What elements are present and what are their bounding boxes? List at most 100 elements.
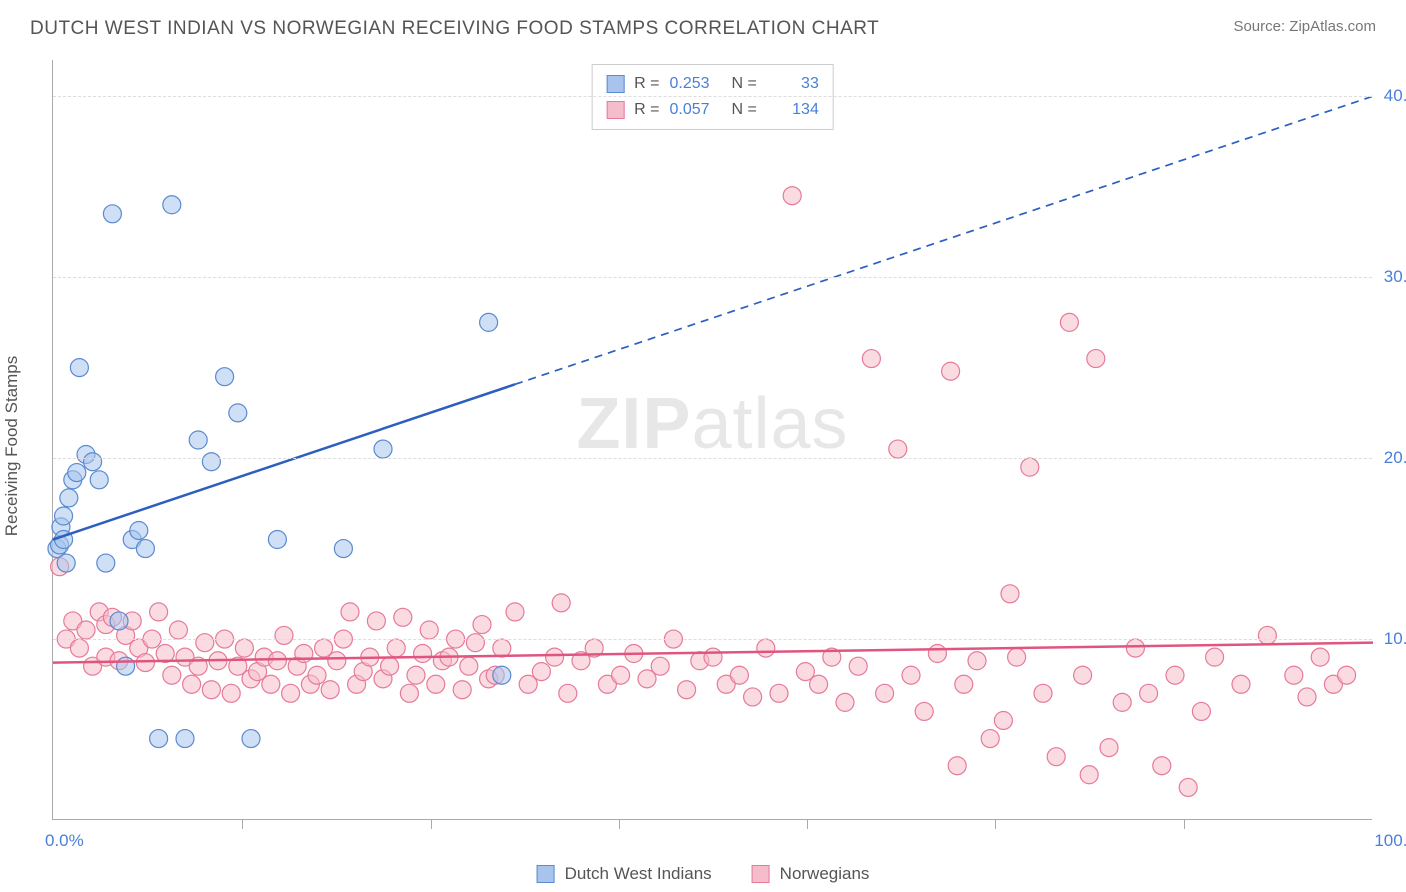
data-point: [546, 648, 564, 666]
legend-r-label: R =: [634, 71, 659, 97]
data-point: [90, 471, 108, 489]
data-point: [1008, 648, 1026, 666]
legend-r-label: R =: [634, 97, 659, 123]
data-point: [559, 684, 577, 702]
data-point: [1338, 666, 1356, 684]
data-point: [394, 608, 412, 626]
legend-swatch: [752, 865, 770, 883]
data-point: [163, 666, 181, 684]
data-point: [1285, 666, 1303, 684]
data-point: [955, 675, 973, 693]
regression-line-dashed: [515, 96, 1373, 384]
data-point: [169, 621, 187, 639]
gridline: [53, 277, 1372, 278]
data-point: [84, 453, 102, 471]
data-point: [427, 675, 445, 693]
data-point: [783, 187, 801, 205]
data-point: [1074, 666, 1092, 684]
x-tick: [807, 819, 808, 829]
legend-series-item: Dutch West Indians: [537, 864, 712, 884]
data-point: [1047, 748, 1065, 766]
data-point: [110, 612, 128, 630]
x-tick-label: 0.0%: [45, 831, 84, 851]
data-point: [202, 681, 220, 699]
data-point: [942, 362, 960, 380]
data-point: [374, 440, 392, 458]
data-point: [1080, 766, 1098, 784]
data-point: [163, 196, 181, 214]
data-point: [196, 634, 214, 652]
gridline: [53, 639, 1372, 640]
x-tick: [242, 819, 243, 829]
data-point: [202, 453, 220, 471]
data-point: [1153, 757, 1171, 775]
x-tick: [431, 819, 432, 829]
data-point: [1298, 688, 1316, 706]
data-point: [229, 404, 247, 422]
data-point: [414, 645, 432, 663]
data-point: [70, 359, 88, 377]
data-point: [68, 464, 86, 482]
y-axis-label: Receiving Food Stamps: [2, 356, 22, 536]
data-point: [1258, 626, 1276, 644]
data-point: [757, 639, 775, 657]
data-point: [1192, 702, 1210, 720]
x-tick: [995, 819, 996, 829]
regression-line: [53, 384, 515, 539]
data-point: [103, 205, 121, 223]
data-point: [810, 675, 828, 693]
data-point: [183, 675, 201, 693]
gridline: [53, 96, 1372, 97]
data-point: [770, 684, 788, 702]
legend-r-value: 0.253: [670, 71, 722, 97]
data-point: [1166, 666, 1184, 684]
legend-series: Dutch West Indians Norwegians: [537, 864, 870, 884]
data-point: [928, 645, 946, 663]
data-point: [381, 657, 399, 675]
y-tick-label: 30.0%: [1384, 267, 1406, 287]
data-point: [902, 666, 920, 684]
data-point: [150, 603, 168, 621]
data-point: [216, 368, 234, 386]
data-point: [117, 657, 135, 675]
legend-swatch: [606, 75, 624, 93]
data-point: [948, 757, 966, 775]
data-point: [651, 657, 669, 675]
data-point: [77, 621, 95, 639]
chart-area: ZIPatlas R =0.253N =33R =0.057N =134 10.…: [52, 60, 1372, 820]
data-point: [1126, 639, 1144, 657]
data-point: [70, 639, 88, 657]
data-point: [849, 657, 867, 675]
data-point: [678, 681, 696, 699]
data-point: [136, 540, 154, 558]
data-point: [1100, 739, 1118, 757]
data-point: [222, 684, 240, 702]
legend-series-item: Norwegians: [752, 864, 870, 884]
data-point: [1060, 313, 1078, 331]
x-tick-label: 100.0%: [1374, 831, 1406, 851]
data-point: [282, 684, 300, 702]
data-point: [136, 654, 154, 672]
data-point: [480, 313, 498, 331]
data-point: [189, 431, 207, 449]
data-point: [308, 666, 326, 684]
data-point: [473, 616, 491, 634]
data-point: [994, 711, 1012, 729]
data-point: [275, 626, 293, 644]
data-point: [889, 440, 907, 458]
data-point: [235, 639, 253, 657]
data-point: [420, 621, 438, 639]
data-point: [242, 730, 260, 748]
legend-n-value: 33: [767, 71, 819, 97]
legend-n-value: 134: [767, 97, 819, 123]
data-point: [466, 634, 484, 652]
legend-n-label: N =: [732, 97, 757, 123]
legend-swatch: [537, 865, 555, 883]
data-point: [1113, 693, 1131, 711]
gridline: [53, 458, 1372, 459]
data-point: [836, 693, 854, 711]
data-point: [97, 554, 115, 572]
data-point: [744, 688, 762, 706]
data-point: [876, 684, 894, 702]
data-point: [328, 652, 346, 670]
